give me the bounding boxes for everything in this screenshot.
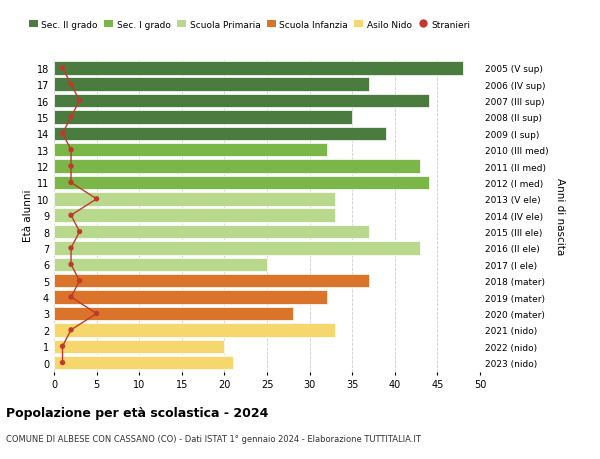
Bar [54,307,293,320]
Point [66,245,76,252]
Point [66,212,76,219]
Bar [54,193,335,206]
Bar [54,340,224,353]
Bar [54,209,335,223]
Bar [54,176,429,190]
Point [66,261,76,269]
Bar [54,324,335,337]
Bar [54,274,369,288]
Point [92,196,101,203]
Point [92,310,101,318]
Point [66,326,76,334]
Point [66,163,76,170]
Bar [54,258,267,271]
Bar [54,291,326,304]
Bar [54,356,233,369]
Point [66,179,76,187]
Point [66,294,76,301]
Point [58,130,67,138]
Point [66,81,76,89]
Text: COMUNE DI ALBESE CON CASSANO (CO) - Dati ISTAT 1° gennaio 2024 - Elaborazione TU: COMUNE DI ALBESE CON CASSANO (CO) - Dati… [6,434,421,443]
Point [58,359,67,366]
Bar [54,144,326,157]
Point [66,147,76,154]
Bar [54,78,369,92]
Bar [54,62,463,75]
Point [75,98,85,105]
Bar [54,95,429,108]
Bar [54,160,421,174]
Point [75,229,85,236]
Point [66,114,76,121]
Point [75,277,85,285]
Bar [54,225,369,239]
Y-axis label: Età alunni: Età alunni [23,190,32,242]
Point [58,65,67,73]
Bar [54,111,352,124]
Text: Popolazione per età scolastica - 2024: Popolazione per età scolastica - 2024 [6,406,268,419]
Point [58,343,67,350]
Y-axis label: Anni di nascita: Anni di nascita [555,177,565,254]
Bar [54,127,386,141]
Bar [54,242,421,255]
Legend: Sec. II grado, Sec. I grado, Scuola Primaria, Scuola Infanzia, Asilo Nido, Stran: Sec. II grado, Sec. I grado, Scuola Prim… [29,21,470,29]
